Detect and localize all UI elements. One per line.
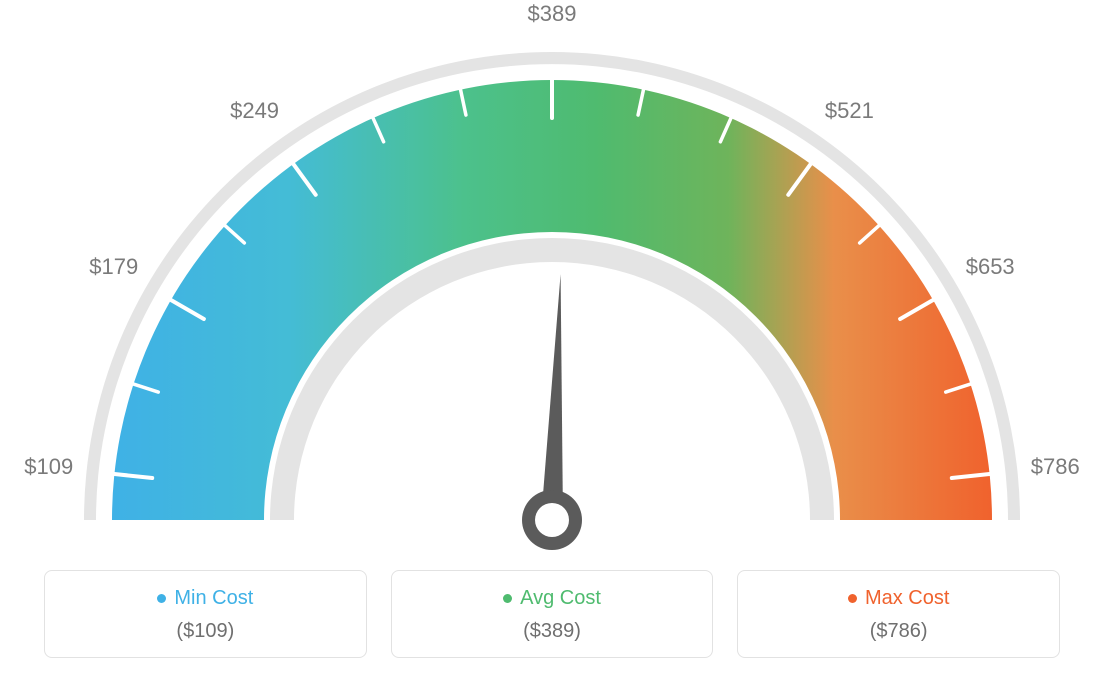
legend-card-avg: Avg Cost ($389) xyxy=(391,570,714,658)
legend-title-min: Min Cost xyxy=(157,587,253,610)
legend-card-min: Min Cost ($109) xyxy=(44,570,367,658)
gauge-tick-label: $249 xyxy=(230,98,279,124)
gauge-tick-label: $179 xyxy=(89,254,138,280)
gauge-tick-label: $653 xyxy=(966,254,1015,280)
gauge-tick-label: $109 xyxy=(24,454,73,480)
gauge-chart: $109 $179 $249 $389 $521 $653 $786 xyxy=(0,0,1104,560)
legend: Min Cost ($109) Avg Cost ($389) Max Cost… xyxy=(0,570,1104,658)
legend-value-max: ($786) xyxy=(748,620,1049,643)
legend-card-max: Max Cost ($786) xyxy=(737,570,1060,658)
gauge-tick-label: $521 xyxy=(825,98,874,124)
legend-value-avg: ($389) xyxy=(402,620,703,643)
legend-title-avg: Avg Cost xyxy=(503,587,601,610)
gauge-tick-label: $786 xyxy=(1031,454,1080,480)
dot-icon xyxy=(848,594,857,603)
dot-icon xyxy=(157,594,166,603)
legend-title-max: Max Cost xyxy=(848,587,949,610)
legend-value-min: ($109) xyxy=(55,620,356,643)
legend-title-text: Max Cost xyxy=(865,587,949,610)
dot-icon xyxy=(503,594,512,603)
legend-title-text: Min Cost xyxy=(174,587,253,610)
gauge-svg xyxy=(0,0,1104,560)
legend-title-text: Avg Cost xyxy=(520,587,601,610)
gauge-tick-label: $389 xyxy=(528,1,577,27)
